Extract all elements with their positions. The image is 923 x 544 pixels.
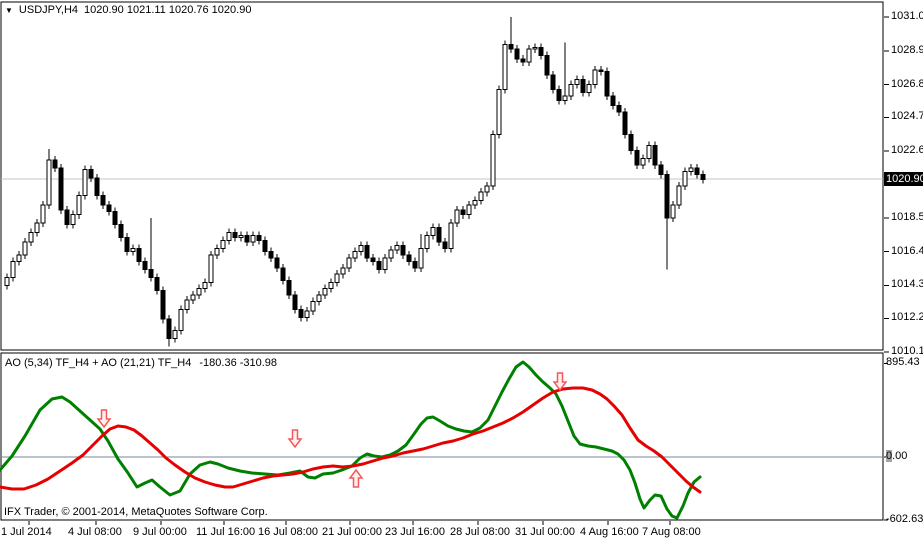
up-signal-arrow-icon — [348, 468, 364, 488]
symbol-dropdown-icon[interactable]: ▼ — [5, 5, 13, 15]
indicator-header: AO (5,34) TF_H4 + AO (21,21) TF_H4 -180.… — [5, 357, 277, 369]
down-signal-arrow-icon — [552, 372, 568, 392]
copyright-label: IFX Trader, © 2001-2014, MetaQuotes Soft… — [4, 506, 268, 518]
indicator-label: AO (5,34) TF_H4 + AO (21,21) TF_H4 — [5, 357, 192, 369]
current-price-tag: 1020.90 — [884, 172, 923, 186]
ohlc-values: 1020.90 1021.11 1020.76 1020.90 — [84, 4, 252, 16]
symbol-label: USDJPY,H4 — [18, 4, 79, 16]
chart-header: ▼ USDJPY,H4 1020.90 1021.11 1020.76 1020… — [5, 4, 251, 16]
down-signal-arrow-icon — [287, 429, 303, 449]
down-signal-arrow-icon — [96, 409, 112, 429]
indicator-values: -180.36 -310.98 — [199, 357, 278, 369]
